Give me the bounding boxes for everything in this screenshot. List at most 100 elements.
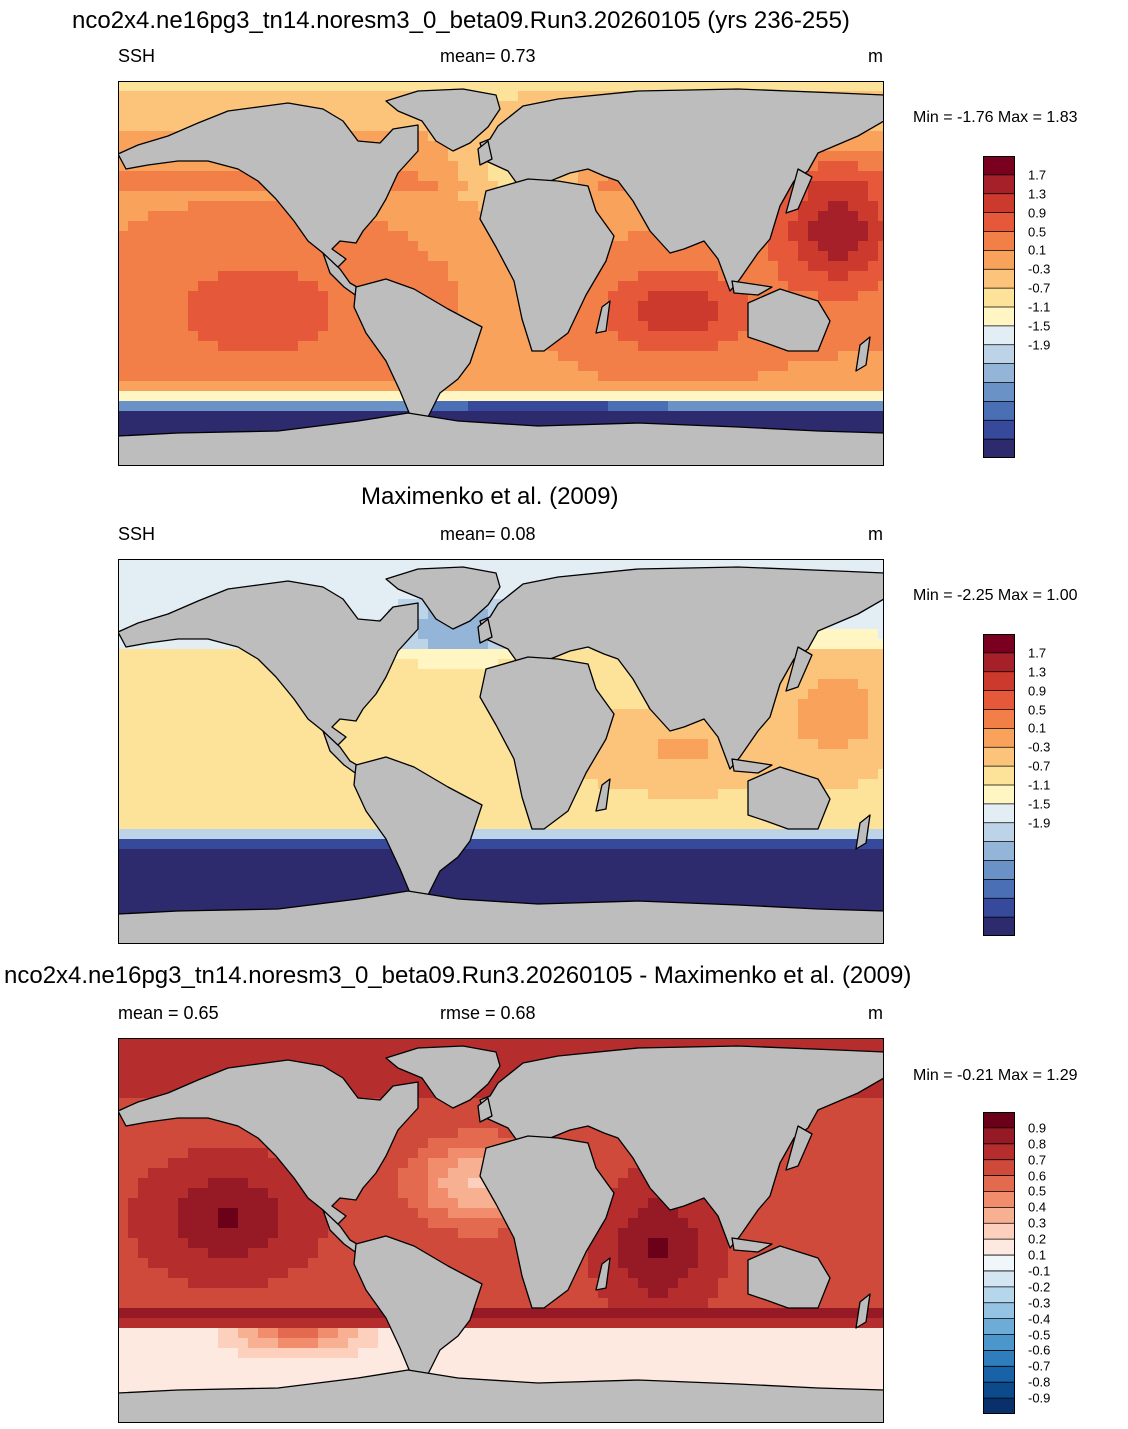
colorbar-tick-label: 1.7 [1028, 167, 1047, 183]
panel-3-map [118, 1038, 884, 1423]
colorbar-tick-label: 1.7 [1028, 645, 1047, 661]
panel-2-map [118, 559, 884, 944]
colorbar-swatch [983, 1112, 1015, 1129]
colorbar-swatch [983, 344, 1015, 365]
continent-south-america [353, 1235, 483, 1375]
colorbar-swatch [983, 652, 1015, 673]
colorbar-swatch [983, 382, 1015, 402]
colorbar-tick-label: -1.1 [1028, 777, 1051, 793]
continent-uk [477, 140, 493, 166]
continent-madagascar [595, 1257, 611, 1291]
continent-greenland [385, 566, 501, 630]
colorbar-swatch [983, 1334, 1015, 1351]
colorbar-swatch [983, 822, 1015, 843]
continent-uk [477, 1097, 493, 1123]
continent-south-america [353, 278, 483, 418]
colorbar-swatch [983, 803, 1015, 824]
colorbar-tick-label: 0.5 [1028, 224, 1047, 239]
continent-madagascar [595, 300, 611, 334]
colorbar-swatch [983, 634, 1015, 654]
colorbar-swatch [983, 307, 1015, 327]
continent-japan [785, 1125, 813, 1171]
land-mask [118, 88, 884, 466]
colorbar-tick-label: -0.5 [1028, 1327, 1051, 1343]
panel-3-colorbar-labels: 0.9 0.8 0.7 0.6 0.5 0.4 0.3 0.2 0.1 -0.1 -0.2 -0.3-… [1028, 1112, 1088, 1414]
colorbar-tick-label: 0.7 [1028, 1152, 1047, 1168]
colorbar-swatch [983, 879, 1015, 899]
colorbar-tick-label: -1.1 [1028, 299, 1051, 315]
colorbar-tick-label: -1.9 [1028, 337, 1051, 353]
continent-antarctica [118, 1369, 884, 1423]
panel-1-mean-label: mean= 0.73 [440, 46, 536, 66]
continent-madagascar [595, 778, 611, 812]
colorbar-swatch [983, 860, 1015, 880]
colorbar-swatch [983, 1366, 1015, 1383]
continent-north-america [118, 102, 419, 270]
colorbar-tick-label: 0.9 [1028, 683, 1047, 699]
panel-2-variable-label: SSH [118, 524, 156, 544]
colorbar-swatch [983, 766, 1015, 786]
colorbar-swatch [983, 1255, 1015, 1272]
colorbar-swatch [983, 1159, 1015, 1177]
colorbar-tick-label: 0.1 [1028, 242, 1047, 258]
colorbar-tick-label: -0.8 [1028, 1374, 1051, 1390]
colorbar-tick-label: -0.3 [1028, 261, 1051, 277]
panel-2-minmax: Min = -2.25 Max = 1.00 [913, 587, 1078, 604]
colorbar-tick-label: 1.3 [1028, 664, 1047, 680]
panel-1-variable-label: SSH [118, 46, 156, 66]
continent-japan [785, 168, 813, 214]
colorbar-swatch [983, 1207, 1015, 1224]
land-mask [118, 566, 884, 944]
colorbar-tick-label: -1.9 [1028, 815, 1051, 831]
colorbar-swatch [983, 709, 1015, 729]
continent-africa [479, 656, 615, 830]
panel-3-title: nco2x4.ne16pg3_tn14.noresm3_0_beta09.Run… [4, 962, 912, 989]
colorbar-tick-label: 0.8 [1028, 1136, 1047, 1152]
colorbar-tick-label: 0.4 [1028, 1199, 1047, 1215]
colorbar-swatch [983, 728, 1015, 748]
continent-australia [747, 766, 831, 830]
continent-africa [479, 178, 615, 352]
colorbar-swatch [983, 156, 1015, 176]
colorbar-swatch [983, 1350, 1015, 1367]
continent-new-zealand [855, 1293, 871, 1329]
colorbar-swatch [983, 250, 1015, 270]
panel-2-title: Maximenko et al. (2009) [361, 483, 619, 510]
panel-2-colorbar [983, 634, 1015, 936]
colorbar-tick-label: -0.4 [1028, 1311, 1051, 1327]
colorbar-tick-label: -0.9 [1028, 1390, 1051, 1406]
colorbar-tick-label: -0.1 [1028, 1263, 1051, 1279]
colorbar-swatch [983, 288, 1015, 308]
panel-1-colorbar-labels: 1.7 1.3 0.9 0.5 0.1 -0.3 -0.7 -1.1 -1.5 -1.9 [1028, 156, 1088, 458]
continent-new-zealand [855, 814, 871, 850]
colorbar-swatch [983, 420, 1015, 440]
colorbar-tick-label: -1.5 [1028, 318, 1051, 334]
colorbar-swatch [983, 325, 1015, 346]
continent-japan [785, 646, 813, 692]
colorbar-swatch [983, 1382, 1015, 1399]
colorbar-swatch [983, 363, 1015, 383]
panel-2-colorbar-labels: 1.7 1.3 0.9 0.5 0.1 -0.3 -0.7 -1.1 -1.5 -1.9 [1028, 634, 1088, 936]
colorbar-tick-label: 0.9 [1028, 205, 1047, 221]
continent-antarctica [118, 890, 884, 944]
colorbar-tick-label: 0.1 [1028, 1247, 1047, 1263]
colorbar-swatch [983, 174, 1015, 195]
colorbar-swatch [983, 898, 1015, 918]
colorbar-swatch [983, 439, 1015, 458]
continent-antarctica [118, 412, 884, 466]
panel-1-units-label: m [868, 46, 883, 66]
colorbar-tick-label: -1.5 [1028, 796, 1051, 812]
panel-1-map [118, 81, 884, 466]
colorbar-swatch [983, 917, 1015, 936]
colorbar-tick-label: -0.2 [1028, 1279, 1051, 1295]
panel-1-title: nco2x4.ne16pg3_tn14.noresm3_0_beta09.Run… [72, 7, 850, 34]
colorbar-tick-label: -0.7 [1028, 758, 1051, 774]
colorbar-swatch [983, 1143, 1015, 1161]
panel-1-minmax: Min = -1.76 Max = 1.83 [913, 109, 1078, 126]
colorbar-tick-label: 0.5 [1028, 702, 1047, 717]
colorbar-swatch [983, 212, 1015, 232]
colorbar-swatch [983, 1239, 1015, 1256]
continent-uk [477, 618, 493, 644]
continent-australia [747, 288, 831, 352]
continent-africa [479, 1135, 615, 1309]
